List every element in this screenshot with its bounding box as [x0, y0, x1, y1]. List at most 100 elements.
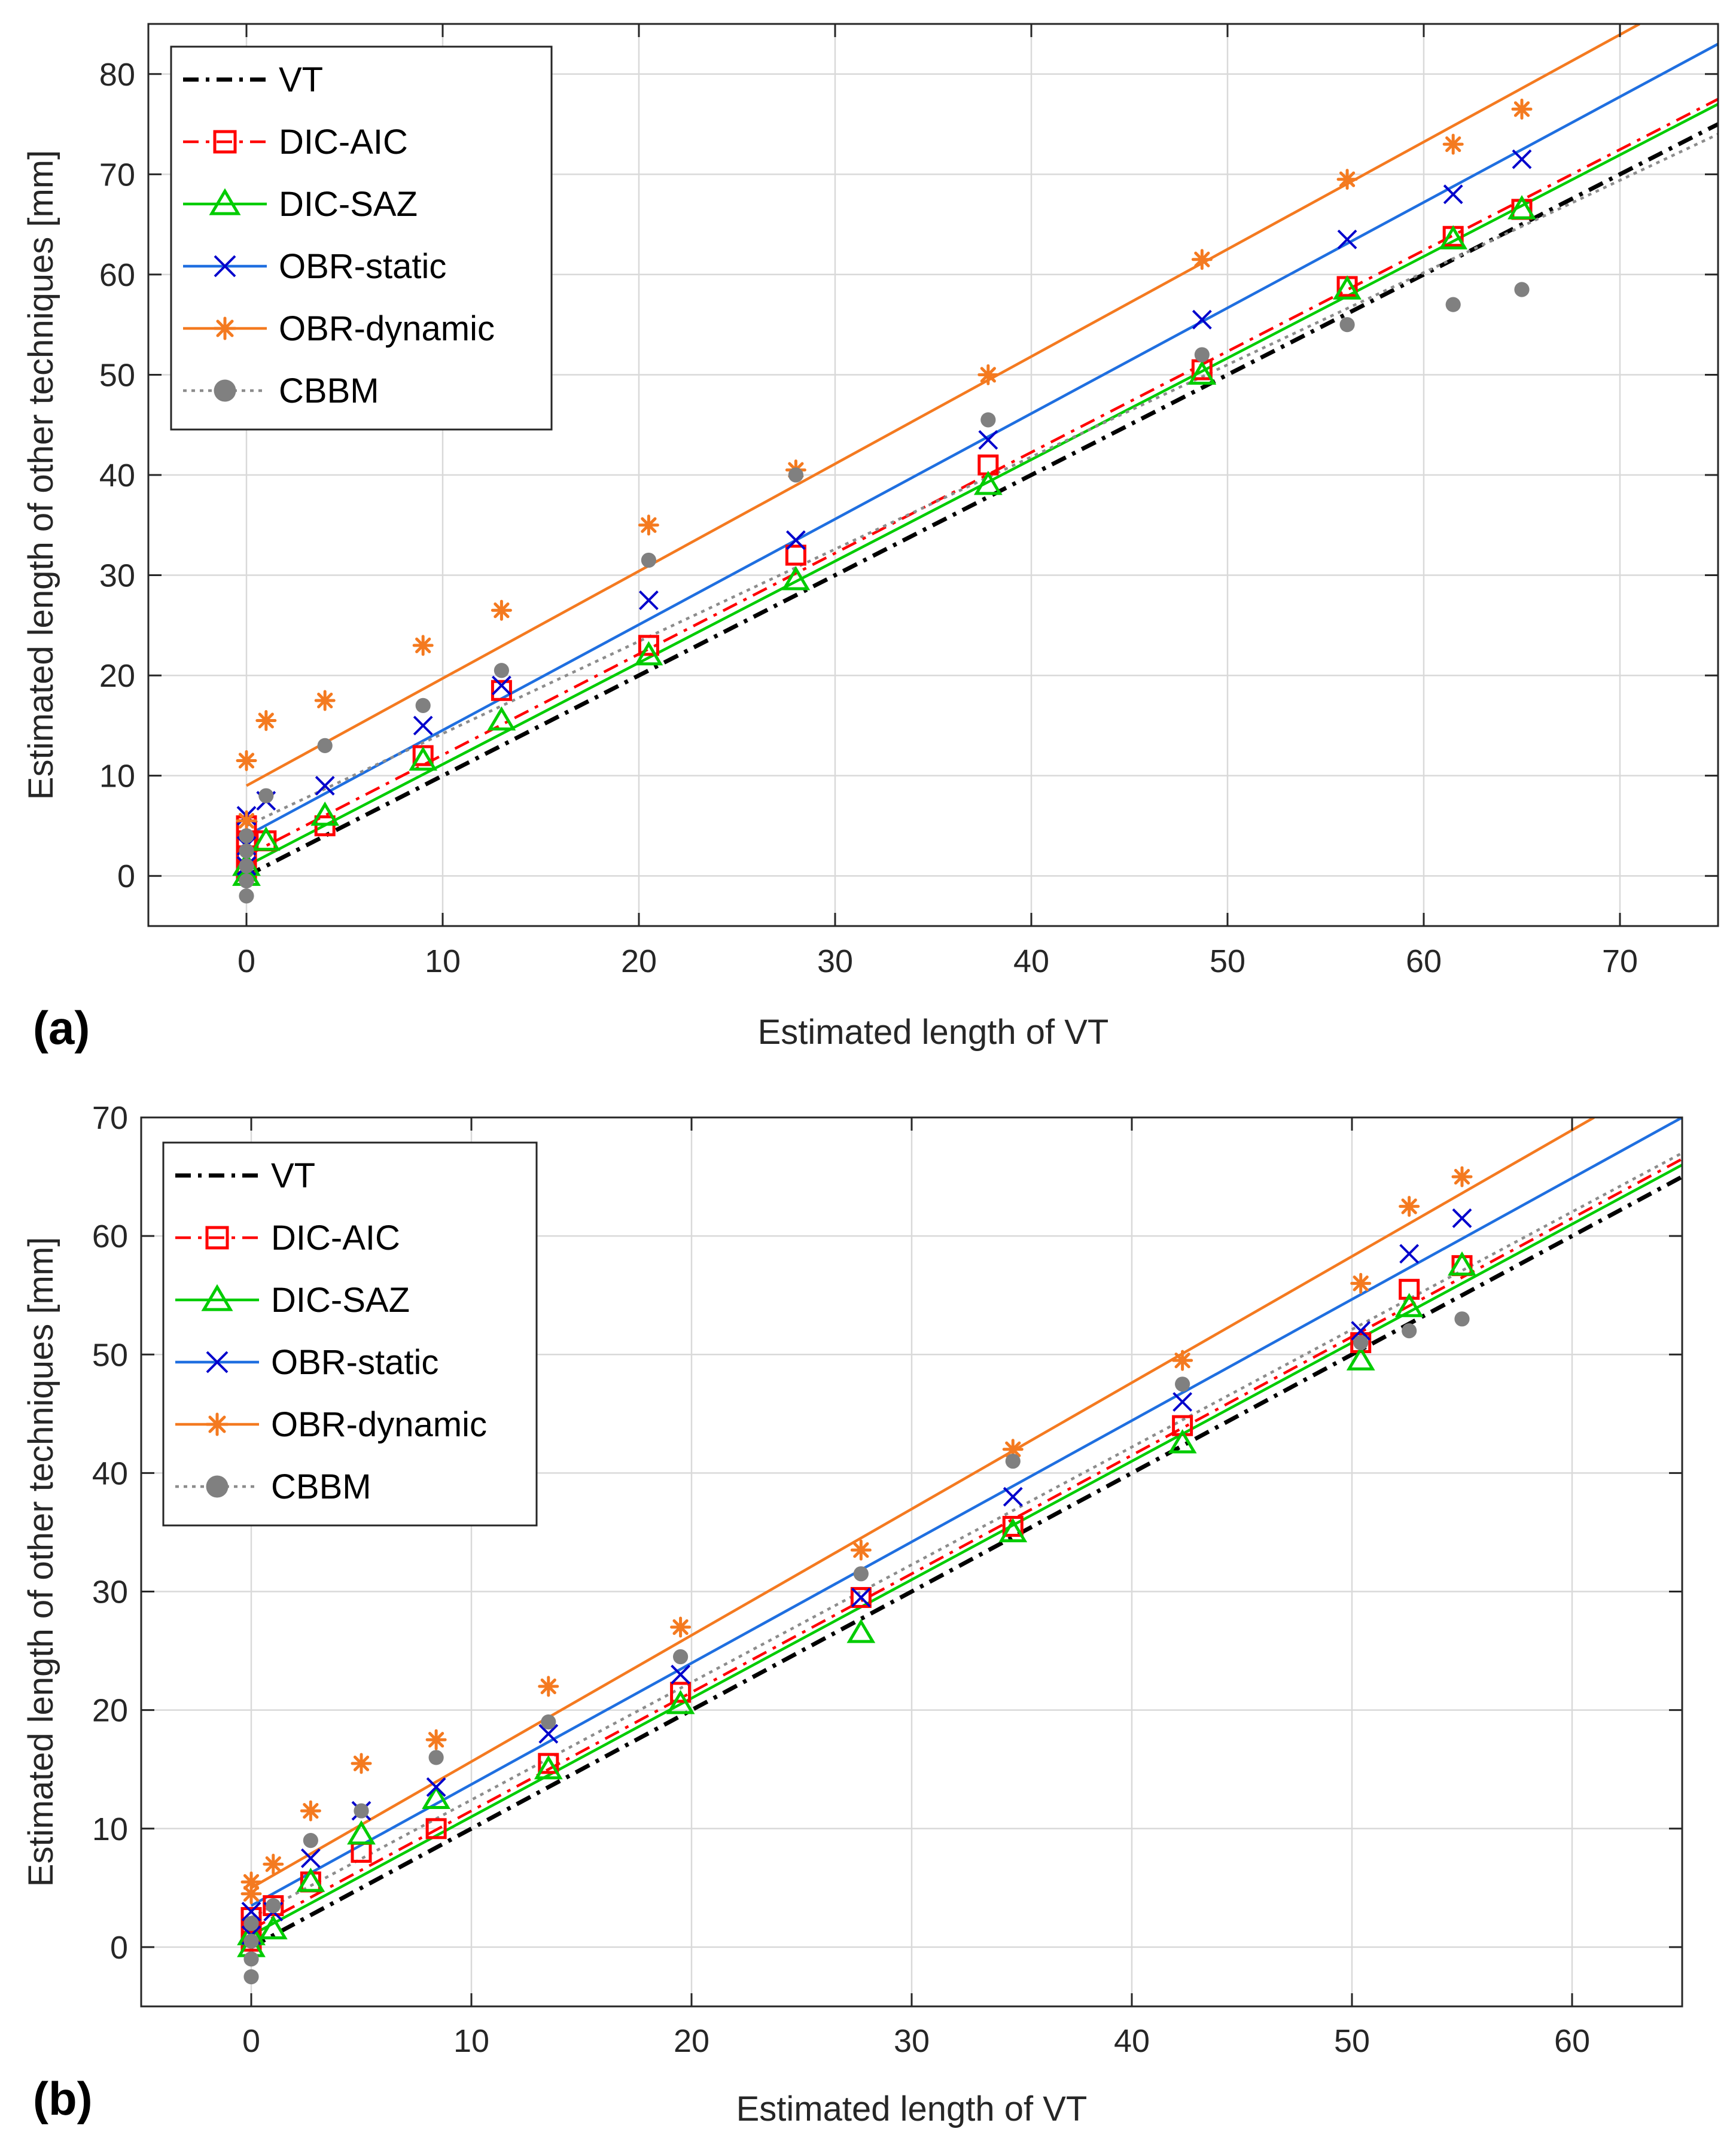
data-point-obr-dynamic [670, 1616, 692, 1638]
x-tick-label: 10 [453, 2023, 489, 2059]
chart-panel-a: 0 10 20 30 40 50 60 70 0 10 20 30 40 50 60 70 80 Estimat… [22, 23, 1719, 1054]
data-point-dic-saz [1187, 360, 1217, 385]
data-point-obr-static [491, 675, 511, 696]
fit-lines-b [250, 1117, 1682, 1950]
data-point-cbbm [243, 1969, 259, 1985]
data-point-dic-aic [425, 1818, 447, 1840]
y-tick-label: 70 [99, 157, 135, 193]
legend-box [162, 1141, 538, 1527]
data-point-obr-static [300, 1848, 321, 1868]
fit-line-dic-aic [250, 1158, 1682, 1931]
legend-a: VT DIC-AIC DIC-SAZ OBR-static OBR-dynamic CBB… [170, 45, 553, 431]
data-point-obr-static [1337, 229, 1357, 249]
fit-line-cbbm [246, 133, 1718, 827]
data-point-obr-dynamic [236, 750, 257, 772]
data-point-obr-dynamic [491, 599, 512, 621]
legend-item-obr-dynamic: OBR-dynamic [175, 1405, 487, 1444]
legend-marker [213, 316, 237, 340]
data-point-obr-dynamic [1511, 98, 1533, 120]
data-point-cbbm [415, 698, 431, 713]
data-point-dic-aic [314, 815, 336, 836]
legend-marker [206, 1475, 229, 1498]
tick-labels-a: 0 10 20 30 40 50 60 70 0 10 20 30 40 50 60 70 80 [99, 24, 1718, 979]
legend-label: OBR-static [279, 247, 446, 286]
y-tick-label: 30 [99, 558, 135, 594]
x-tick-label: 40 [1013, 943, 1049, 979]
data-point-cbbm [1194, 347, 1210, 363]
data-point-cbbm [243, 1933, 259, 1949]
data-point-dic-aic [263, 1895, 284, 1917]
data-point-obr-dynamic [1350, 1272, 1372, 1294]
data-point-cbbm [243, 1915, 259, 1931]
data-point-dic-saz [296, 1868, 325, 1892]
data-point-dic-saz [998, 1518, 1028, 1543]
y-tick-label: 70 [92, 1100, 128, 1136]
fit-line-vt [250, 1174, 1682, 1950]
legend-item-obr-static: OBR-static [175, 1343, 438, 1382]
data-point-obr-static [315, 776, 335, 796]
data-point-obr-dynamic [1336, 169, 1358, 190]
legend-label: CBBM [271, 1467, 371, 1506]
data-point-dic-saz [666, 1689, 695, 1714]
data-point-cbbm [673, 1649, 689, 1665]
legend-item-dic-aic: DIC-AIC [183, 123, 408, 162]
data-point-dic-saz [251, 826, 281, 851]
data-point-cbbm [1353, 1335, 1369, 1351]
legend-marker [213, 130, 237, 154]
legend-marker [205, 1226, 229, 1250]
data-point-cbbm [1454, 1311, 1470, 1327]
data-point-obr-dynamic [236, 810, 257, 832]
x-tick-label: 50 [1334, 2023, 1370, 2059]
legend-item-obr-static: OBR-static [183, 247, 446, 286]
data-point-cbbm [494, 663, 510, 678]
data-point-dic-saz [534, 1755, 563, 1780]
data-point-cbbm [258, 788, 274, 803]
tick-labels-b: 0 10 20 30 40 50 60 0 10 20 30 40 50 60 70 [92, 1100, 1682, 2059]
y-tick-label: 20 [92, 1693, 128, 1729]
legend-label: DIC-AIC [271, 1219, 400, 1257]
x-axis-label-b: Estimated length of VT [736, 2090, 1088, 2128]
data-point-obr-dynamic [538, 1676, 559, 1697]
legend-box [170, 45, 553, 431]
data-point-obr-dynamic [638, 514, 659, 536]
data-point-cbbm [1339, 317, 1355, 333]
data-point-dic-saz [973, 470, 1003, 495]
data-point-obr-dynamic [1399, 1196, 1420, 1217]
x-tick-label: 0 [237, 943, 255, 979]
legend-label: VT [271, 1156, 315, 1195]
data-point-cbbm [239, 888, 254, 904]
data-point-obr-static [638, 590, 659, 610]
legend-label: DIC-SAZ [271, 1281, 410, 1320]
y-tick-label: 20 [99, 658, 135, 694]
legend-marker [214, 255, 236, 278]
x-tick-label: 70 [1602, 943, 1638, 979]
data-point-obr-dynamic [263, 1853, 284, 1875]
data-point-obr-static [538, 1723, 559, 1744]
data-point-obr-static [1399, 1244, 1420, 1264]
data-point-obr-dynamic [240, 1871, 262, 1893]
legend-item-cbbm: CBBM [183, 371, 379, 410]
data-point-obr-dynamic [1191, 249, 1213, 270]
x-tick-label: 60 [1406, 943, 1442, 979]
y-tick-label: 10 [92, 1811, 128, 1847]
data-point-cbbm [541, 1714, 556, 1730]
data-point-cbbm [239, 828, 254, 843]
data-point-dic-saz [1346, 1346, 1375, 1371]
data-point-obr-static [671, 1664, 691, 1685]
fit-line-vt [245, 122, 1718, 878]
fit-line-obr-static [245, 42, 1718, 837]
data-point-obr-static [1443, 184, 1463, 205]
data-point-dic-saz [1394, 1293, 1424, 1317]
legend-item-vt: VT [175, 1156, 315, 1195]
data-point-dic-saz [781, 566, 811, 590]
data-points-b [237, 1166, 1476, 1985]
data-point-dic-saz [846, 1619, 876, 1643]
data-point-obr-dynamic [850, 1539, 872, 1561]
y-tick-label: 0 [117, 858, 135, 894]
legend-label: CBBM [279, 371, 379, 410]
x-tick-label: 30 [894, 2023, 930, 2059]
data-point-dic-saz [634, 641, 663, 666]
data-point-dic-saz [422, 1784, 451, 1809]
data-point-dic-saz [409, 746, 438, 771]
